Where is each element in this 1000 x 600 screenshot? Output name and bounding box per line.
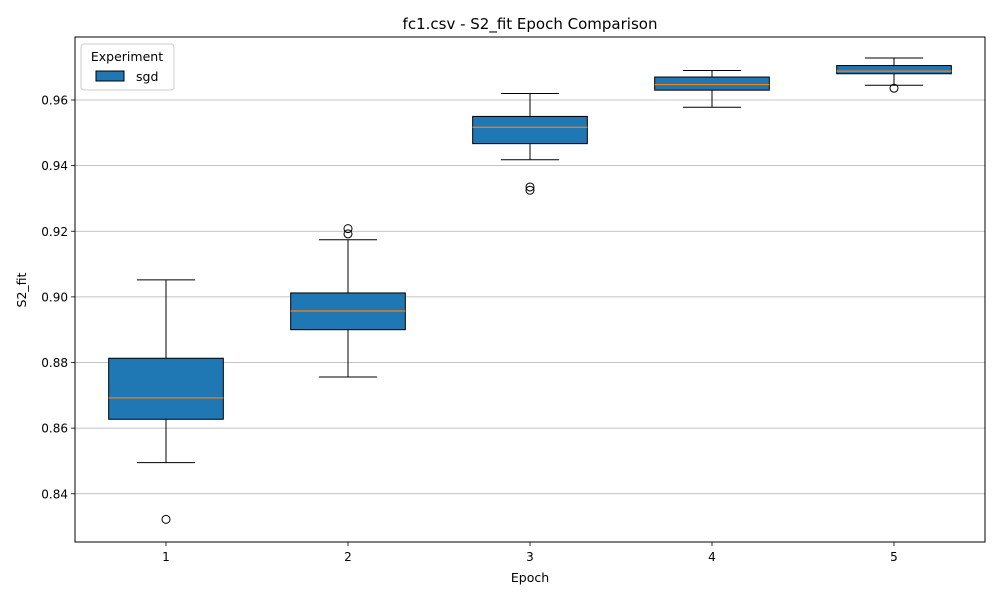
boxplots xyxy=(108,57,952,524)
outlier-point xyxy=(889,83,899,93)
box-epoch-2 xyxy=(290,224,406,378)
box-iqr xyxy=(654,76,770,91)
y-axis-label: S2_fit xyxy=(14,272,29,307)
x-tick-label: 2 xyxy=(344,550,352,564)
x-tick-label: 4 xyxy=(708,550,716,564)
outlier-point xyxy=(343,224,353,234)
box-iqr xyxy=(836,65,952,75)
x-axis-label: Epoch xyxy=(511,570,549,585)
outlier-point xyxy=(161,514,171,524)
y-tick-label: 0.90 xyxy=(41,290,68,304)
box-epoch-4 xyxy=(654,69,770,108)
gridlines xyxy=(75,99,985,495)
y-tick-label: 0.88 xyxy=(41,356,68,370)
x-tick-label: 5 xyxy=(890,550,898,564)
legend: Experiment sgd xyxy=(80,43,175,91)
y-tick-label: 0.94 xyxy=(41,159,68,173)
box-iqr xyxy=(472,115,588,145)
y-tick-label: 0.96 xyxy=(41,94,68,108)
x-tick-label: 1 xyxy=(162,550,170,564)
legend-label-sgd: sgd xyxy=(136,69,158,84)
x-tick-label: 3 xyxy=(526,550,534,564)
y-tick-label: 0.92 xyxy=(41,225,68,239)
outlier-point xyxy=(525,185,535,195)
legend-swatch-sgd xyxy=(95,70,125,82)
chart-title: fc1.csv - S2_fit Epoch Comparison xyxy=(403,15,658,34)
box-iqr xyxy=(108,357,224,420)
legend-title: Experiment xyxy=(91,49,163,64)
box-epoch-1 xyxy=(108,279,224,524)
y-axis-ticks: 0.84 0.86 0.88 0.90 0.92 0.94 0.96 xyxy=(41,94,75,501)
outlier-point xyxy=(343,229,353,239)
x-axis-ticks: 1 2 3 4 5 xyxy=(162,542,898,564)
y-tick-label: 0.84 xyxy=(41,487,68,501)
box-epoch-3 xyxy=(472,92,588,195)
y-tick-label: 0.86 xyxy=(41,422,68,436)
outlier-point xyxy=(525,182,535,192)
box-epoch-5 xyxy=(836,57,952,93)
